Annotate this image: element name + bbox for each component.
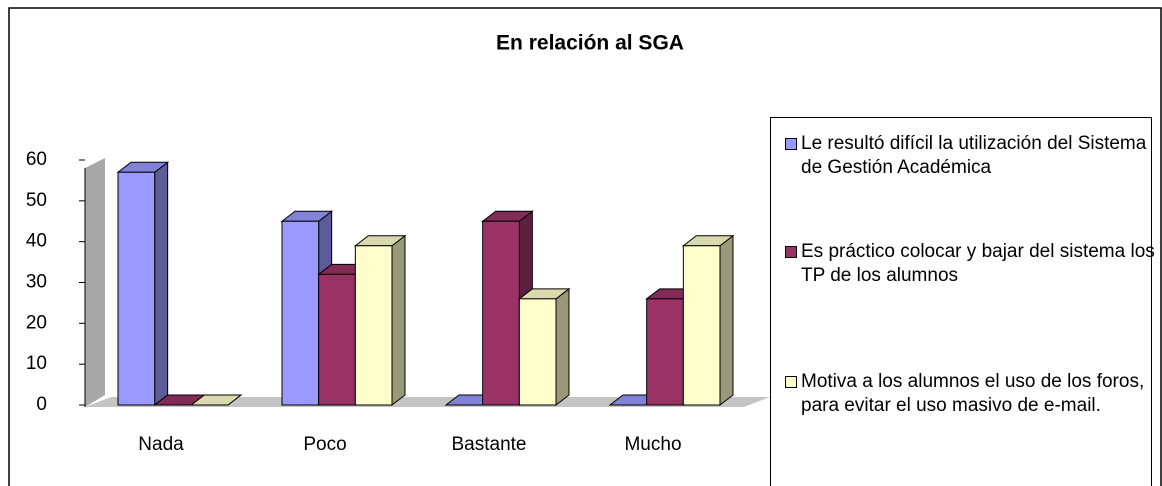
y-tick-label: 50 xyxy=(26,190,47,211)
chart-title: En relación al SGA xyxy=(496,32,684,55)
legend-entry: Es práctico colocar y bajar del sistema … xyxy=(785,240,1161,288)
floor xyxy=(85,397,770,407)
bar-side xyxy=(154,161,169,407)
bar xyxy=(353,234,407,407)
legend-swatch xyxy=(785,138,797,150)
legend-label: Motiva a los alumnos el uso de los foros… xyxy=(801,371,1145,416)
bar-side xyxy=(391,234,406,407)
x-tick-label: Mucho xyxy=(624,434,681,455)
legend-swatch xyxy=(785,246,797,258)
bar-side xyxy=(555,287,570,407)
legend-label: Es práctico colocar y bajar del sistema … xyxy=(801,241,1155,286)
back-wall xyxy=(85,158,105,407)
chart-frame xyxy=(8,7,1162,486)
bar-front xyxy=(281,220,320,406)
bar xyxy=(681,234,735,407)
bar-front xyxy=(318,273,356,406)
bar xyxy=(116,161,170,407)
bar xyxy=(189,394,243,406)
legend: Le resultó difícil la utilización del Si… xyxy=(770,117,1155,486)
bar-front xyxy=(354,245,393,406)
y-tick-label: 60 xyxy=(26,149,47,170)
y-tick-label: 10 xyxy=(26,353,47,374)
bar-front xyxy=(646,298,684,406)
legend-entry: Le resultó difícil la utilización del Si… xyxy=(785,132,1161,180)
legend-swatch xyxy=(785,376,797,388)
y-tick-label: 30 xyxy=(26,272,47,293)
bar-front xyxy=(682,245,721,406)
bar-side xyxy=(719,234,734,407)
y-tick-label: 20 xyxy=(26,312,47,333)
bar-front xyxy=(482,220,520,406)
legend-label: Le resultó difícil la utilización del Si… xyxy=(801,133,1147,178)
x-tick-label: Nada xyxy=(138,434,184,455)
x-tick-label: Bastante xyxy=(452,434,527,455)
bar xyxy=(517,287,571,407)
y-tick-label: 40 xyxy=(26,231,47,252)
y-tick-label: 0 xyxy=(36,394,47,415)
x-tick-label: Poco xyxy=(303,434,346,455)
legend-entry: Motiva a los alumnos el uso de los foros… xyxy=(785,370,1161,418)
bar-top xyxy=(189,394,243,406)
bar-front xyxy=(518,298,557,406)
bar-front xyxy=(117,171,156,406)
